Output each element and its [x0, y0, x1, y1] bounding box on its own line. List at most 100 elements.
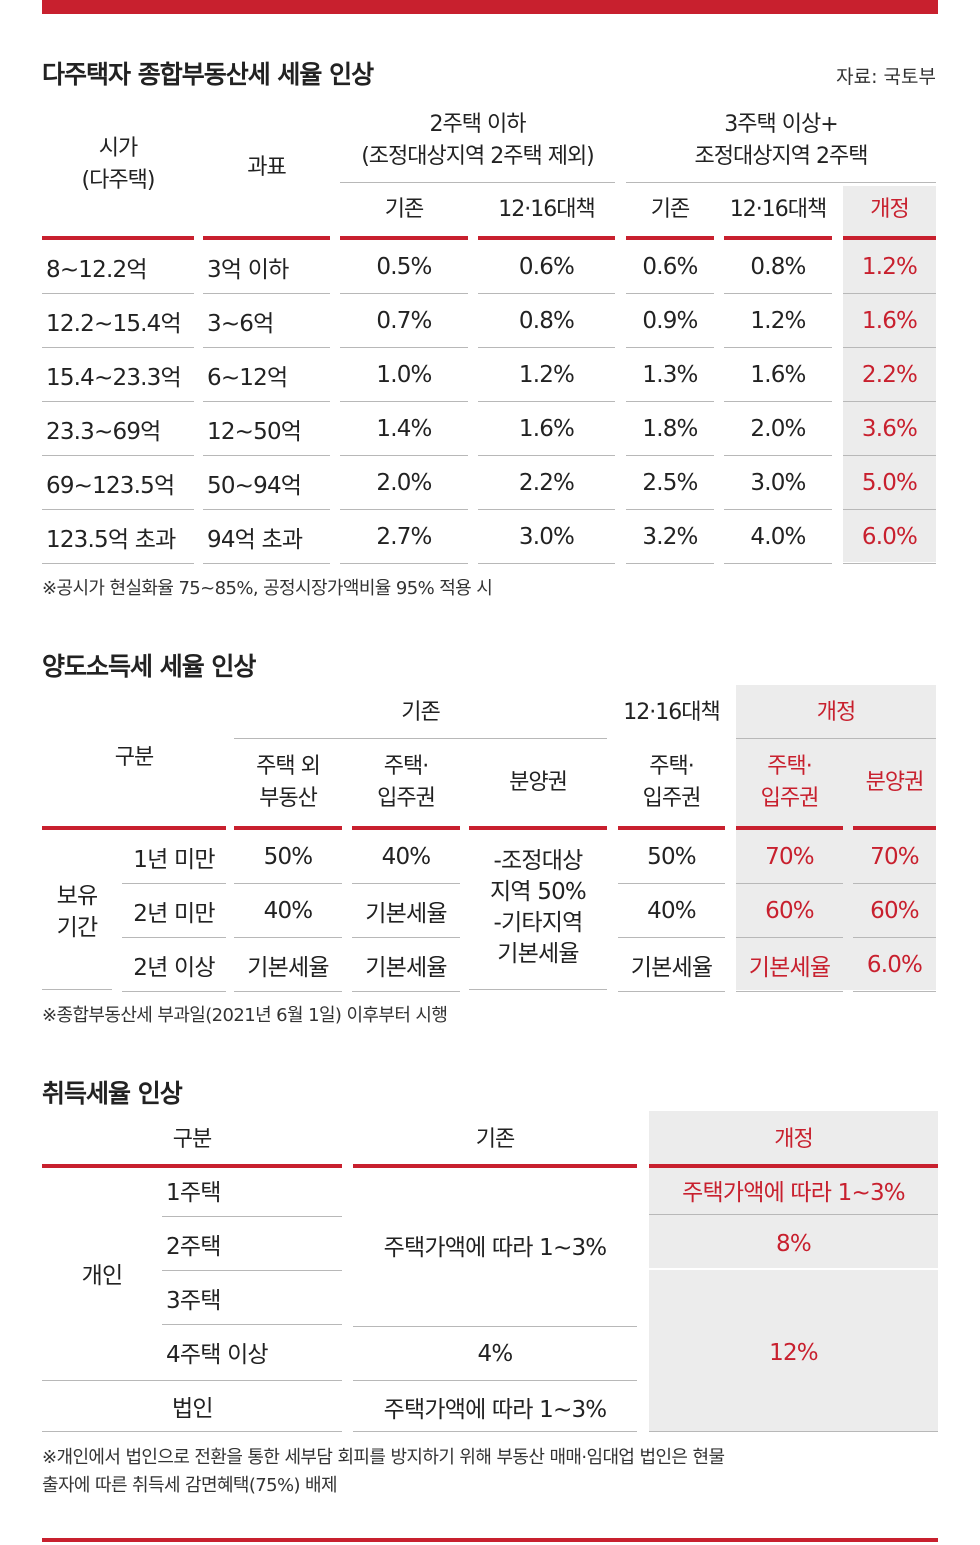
table2-note: ※종합부동산세 부과일(2021년 6월 1일) 이후부터 시행 [42, 1005, 448, 1026]
table2-row-divider [618, 991, 725, 992]
table1-cell-existing-a: 2.0% [376, 470, 432, 496]
table1-row-divider [843, 347, 936, 348]
table1-row-divider [478, 455, 615, 456]
table2-cell-measure: 40% [647, 898, 697, 924]
table1-row-divider [203, 347, 330, 348]
table2-row-divider [853, 883, 936, 884]
table1-cell-measure-a: 0.6% [518, 254, 575, 280]
table3-rule [42, 1164, 342, 1168]
table2-row-divider [234, 883, 342, 884]
table2-row-divider [736, 937, 843, 938]
table2-header-non-house: 주택 외 부동산 [256, 754, 321, 811]
table1-header-measure-a: 12·16대책 [498, 197, 595, 222]
table1-row-divider [340, 509, 468, 510]
table1-row-divider [42, 293, 194, 294]
table1-row-divider [724, 563, 832, 564]
table1-header-group-b: 3주택 이상+ 조정대상지역 2주택 [694, 112, 869, 169]
table1-cell-price: 123.5억 초과 [46, 527, 176, 553]
table1-header-existing-a: 기존 [384, 197, 424, 222]
table1-cell-existing-b: 0.6% [642, 254, 698, 280]
table1-cell-base: 94억 초과 [207, 527, 303, 553]
table1-row-divider [626, 509, 714, 510]
table1-header-revised: 개정 [870, 197, 909, 222]
table1-row-divider [340, 293, 468, 294]
table1-row-divider [478, 347, 615, 348]
table3-existing-merged: 주택가액에 따라 1~3% [383, 1235, 608, 1261]
table2-cell-non-house: 50% [263, 844, 314, 870]
table2-cell-rev-house: 60% [765, 898, 815, 924]
table2-cell-house: 기본세율 [365, 901, 447, 927]
table3-revised-1: 주택가액에 따라 1~3% [682, 1180, 906, 1206]
table2-cell-label: 2년 미만 [133, 901, 215, 927]
table3-row-label: 법인 [172, 1396, 214, 1422]
table2-row-divider [736, 883, 843, 884]
table1-row-divider [203, 563, 330, 564]
table3-note: ※개인에서 법인으로 전환을 통한 세부담 회피를 방지하기 위해 부동산 매매… [42, 1447, 725, 1496]
table2-rule [469, 826, 607, 830]
table1-row-divider [843, 563, 936, 564]
table1-cell-revised: 2.2% [861, 362, 918, 388]
table3-divider [649, 1268, 938, 1270]
table3-individual-label: 개인 [81, 1263, 124, 1289]
table3-row-label: 1주택 [166, 1180, 221, 1206]
table1-row-divider [42, 563, 194, 564]
table1-group-b-divider [626, 182, 936, 183]
table3-row-label: 3주택 [166, 1288, 221, 1314]
table1-row-divider [42, 347, 194, 348]
table2-header-presale: 분양권 [509, 770, 568, 795]
table1-cell-price: 8~12.2억 [46, 257, 147, 283]
table1-cell-base: 3억 이하 [207, 257, 289, 283]
table1-row-divider [203, 455, 330, 456]
source-label: 자료: 국토부 [836, 66, 936, 88]
table1-row-divider [478, 293, 615, 294]
table1-cell-price: 69~123.5억 [46, 473, 175, 499]
table1-cell-measure-a: 3.0% [518, 524, 575, 550]
table1-row-divider [626, 455, 714, 456]
table1-cell-measure-b: 3.0% [750, 470, 806, 496]
table1-cell-price: 23.3~69억 [46, 419, 161, 445]
table2-header-house: 주택· 입주권 [377, 754, 436, 811]
table2-header-revised: 개정 [816, 700, 856, 725]
table2-cell-label: 1년 미만 [133, 847, 215, 873]
table1-cell-measure-a: 1.2% [518, 362, 575, 388]
table3-existing-4: 4% [477, 1341, 514, 1367]
table3-divider [353, 1326, 637, 1327]
table1-header-measure-b: 12·16대책 [729, 197, 827, 222]
table2-existing-divider [234, 738, 607, 739]
table2-header-revised-house: 주택· 입주권 [760, 754, 820, 811]
table1-row-divider [626, 563, 714, 564]
table1-row-divider [626, 401, 714, 402]
table3-revised-2: 8% [776, 1231, 812, 1257]
table2-rule [853, 826, 936, 830]
table2-cell-house: 기본세율 [365, 955, 447, 981]
table1-cell-measure-a: 2.2% [518, 470, 575, 496]
table1-cell-existing-a: 0.5% [376, 254, 432, 280]
table1-row-divider [724, 293, 832, 294]
table1-cell-measure-a: 0.8% [518, 308, 575, 334]
table2-cell-label: 2년 이상 [133, 955, 215, 981]
table1-row-divider [340, 455, 468, 456]
table3-revised-shade [649, 1111, 938, 1431]
table1-row-divider [843, 293, 936, 294]
top-accent-bar [42, 0, 938, 14]
table3-divider [42, 1431, 342, 1432]
table2-rule [42, 826, 226, 830]
table1-cell-existing-b: 0.9% [642, 308, 698, 334]
table1-cell-measure-b: 0.8% [750, 254, 806, 280]
table1-cell-existing-b: 2.5% [642, 470, 698, 496]
table1-row-divider [42, 509, 194, 510]
table1-row-divider [340, 347, 468, 348]
table1-row-divider [42, 455, 194, 456]
table1-rule [724, 236, 832, 240]
table2-header-category: 구분 [114, 745, 154, 770]
table2-cell-non-house: 기본세율 [247, 955, 329, 981]
table2-row-divider [352, 883, 460, 884]
table1-row-divider [478, 401, 615, 402]
table2-rule [618, 826, 725, 830]
table2-rule [352, 826, 460, 830]
table2-presale-merged: -조정대상 지역 50% -기타지역 기본세율 [490, 848, 587, 967]
table1-cell-revised: 5.0% [861, 470, 918, 496]
table1-cell-measure-a: 1.6% [518, 416, 575, 442]
table3-header-category: 구분 [172, 1127, 212, 1152]
table1-cell-measure-b: 2.0% [750, 416, 806, 442]
